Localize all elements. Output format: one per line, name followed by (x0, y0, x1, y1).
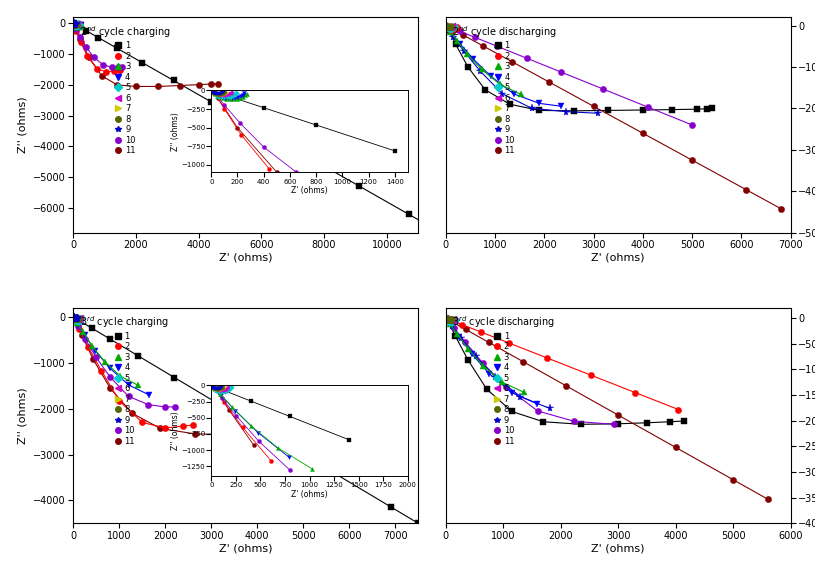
X-axis label: Z' (ohms): Z' (ohms) (592, 253, 645, 263)
Y-axis label: Z'' (ohms): Z'' (ohms) (17, 388, 28, 444)
X-axis label: Z' (ohms): Z' (ohms) (592, 544, 645, 554)
Legend: 1, 2, 3, 4, 5, 6, 7, 8, 9, 10, 11: 1, 2, 3, 4, 5, 6, 7, 8, 9, 10, 11 (450, 21, 559, 158)
Legend: 1, 2, 3, 4, 5, 6, 7, 8, 9, 10, 11: 1, 2, 3, 4, 5, 6, 7, 8, 9, 10, 11 (77, 21, 173, 158)
Y-axis label: Z'' (ohms): Z'' (ohms) (17, 97, 28, 153)
X-axis label: Z' (ohms): Z' (ohms) (219, 544, 272, 554)
Legend: 1, 2, 3, 4, 5, 6, 7, 8, 9, 10, 11: 1, 2, 3, 4, 5, 6, 7, 8, 9, 10, 11 (450, 312, 558, 448)
Legend: 1, 2, 3, 4, 5, 6, 7, 8, 9, 10, 11: 1, 2, 3, 4, 5, 6, 7, 8, 9, 10, 11 (77, 312, 172, 448)
X-axis label: Z' (ohms): Z' (ohms) (219, 253, 272, 263)
